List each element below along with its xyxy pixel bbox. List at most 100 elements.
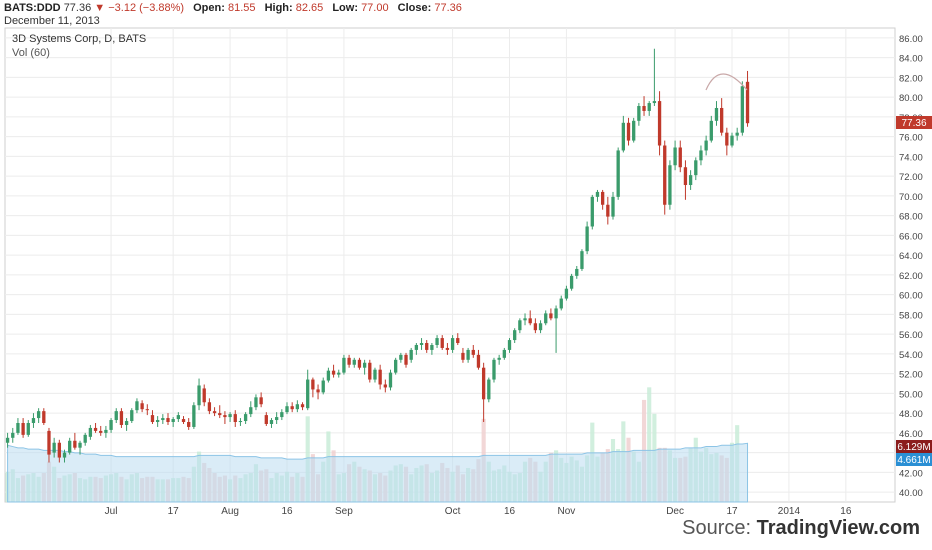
- candle-body: [668, 165, 672, 205]
- candles: [5, 48, 750, 463]
- candle-body: [42, 411, 46, 423]
- low-label: Low:: [332, 2, 358, 14]
- candle-body: [238, 421, 243, 423]
- source-credit: Source: TradingView.com: [682, 517, 920, 540]
- close-value: 77.36: [434, 2, 462, 14]
- x-tick-label: 16: [281, 506, 293, 517]
- y-tick-label: 66.00: [899, 231, 923, 242]
- candle-body: [378, 369, 382, 385]
- arc-drawing: [705, 73, 748, 91]
- candle-body: [678, 147, 682, 168]
- candle-body: [518, 320, 522, 331]
- y-tick-label: 64.00: [899, 251, 923, 262]
- symbol: BATS:DDD: [4, 2, 61, 14]
- candle-body: [647, 103, 651, 111]
- y-tick-label: 68.00: [899, 212, 923, 223]
- candle-body: [326, 370, 331, 381]
- candle-body: [275, 417, 279, 421]
- candle-body: [306, 379, 310, 409]
- x-tick-label: 16: [504, 506, 516, 517]
- candle-body: [492, 359, 496, 380]
- candle-body: [357, 359, 362, 368]
- candle-body: [181, 419, 186, 423]
- candle-body: [176, 415, 180, 420]
- candle-body: [575, 268, 579, 276]
- candle-body: [104, 429, 108, 433]
- candle-body: [657, 101, 662, 146]
- candle-body: [88, 427, 93, 437]
- candle-body: [16, 423, 20, 433]
- candle-body: [590, 196, 594, 227]
- candle-body: [124, 421, 129, 425]
- candle-body: [544, 313, 548, 324]
- candle-body: [430, 344, 434, 350]
- candle-body: [155, 420, 160, 423]
- candle-body: [36, 411, 41, 419]
- candle-body: [57, 442, 61, 458]
- candle-body: [337, 372, 341, 375]
- candle-body: [642, 106, 646, 111]
- y-tick-label: 52.00: [899, 370, 923, 381]
- candle-body: [730, 135, 734, 146]
- x-tick-label: Oct: [445, 506, 461, 517]
- x-tick-label: 16: [840, 506, 852, 517]
- candle-body: [497, 357, 501, 360]
- x-tick-label: Jul: [105, 506, 118, 517]
- x-tick-label: 2014: [778, 506, 801, 517]
- candle-body: [249, 407, 253, 415]
- y-tick-label: 54.00: [899, 350, 923, 361]
- last-price-label: 77.36: [901, 118, 926, 129]
- candle-body: [52, 442, 56, 453]
- source-prefix: Source:: [682, 517, 757, 539]
- y-tick-label: 86.00: [899, 34, 923, 45]
- candle-body: [243, 414, 248, 422]
- candle-body: [663, 145, 667, 205]
- candle-body: [218, 413, 222, 416]
- candle-body: [554, 308, 558, 319]
- candle-body: [580, 251, 584, 269]
- volume-label: 6.129M: [897, 442, 930, 453]
- candle-body: [564, 288, 569, 299]
- candle-body: [347, 357, 351, 365]
- candle-body: [699, 150, 703, 161]
- candle-body: [11, 432, 15, 438]
- y-tick-label: 84.00: [899, 54, 923, 65]
- candle-body: [481, 367, 486, 400]
- candle-body: [502, 349, 506, 358]
- candle-body: [513, 330, 517, 341]
- candle-body: [26, 423, 30, 435]
- candle-body: [73, 440, 77, 448]
- open-value: 81.55: [227, 2, 256, 14]
- candle-body: [487, 379, 491, 400]
- candle-body: [466, 349, 470, 360]
- candle-body: [626, 122, 631, 141]
- candle-body: [93, 427, 98, 431]
- candle-body: [368, 362, 372, 380]
- candle-body: [621, 122, 625, 151]
- candle-body: [399, 354, 403, 360]
- candle-body: [331, 370, 336, 375]
- candle-body: [388, 372, 393, 388]
- candle-body: [280, 412, 284, 418]
- candle-body: [285, 406, 289, 413]
- candle-body: [585, 226, 589, 252]
- candle-body: [140, 403, 144, 410]
- candle-body: [533, 323, 538, 331]
- candle-body: [632, 120, 636, 141]
- candle-body: [78, 442, 82, 448]
- candle-body: [212, 411, 217, 414]
- candle-body: [569, 275, 574, 289]
- x-tick-label: Sep: [335, 506, 353, 517]
- low-value: 77.00: [361, 2, 389, 14]
- candle-body: [461, 352, 465, 360]
- volume-ma-area: [7, 442, 749, 503]
- high-value: 82.65: [295, 2, 324, 14]
- candle-body: [694, 160, 698, 176]
- candle-body: [321, 380, 325, 393]
- candle-body: [83, 434, 87, 443]
- y-tick-label: 46.00: [899, 429, 923, 440]
- candle-body: [171, 419, 175, 423]
- candle-body: [192, 405, 196, 427]
- candle-body: [362, 362, 367, 368]
